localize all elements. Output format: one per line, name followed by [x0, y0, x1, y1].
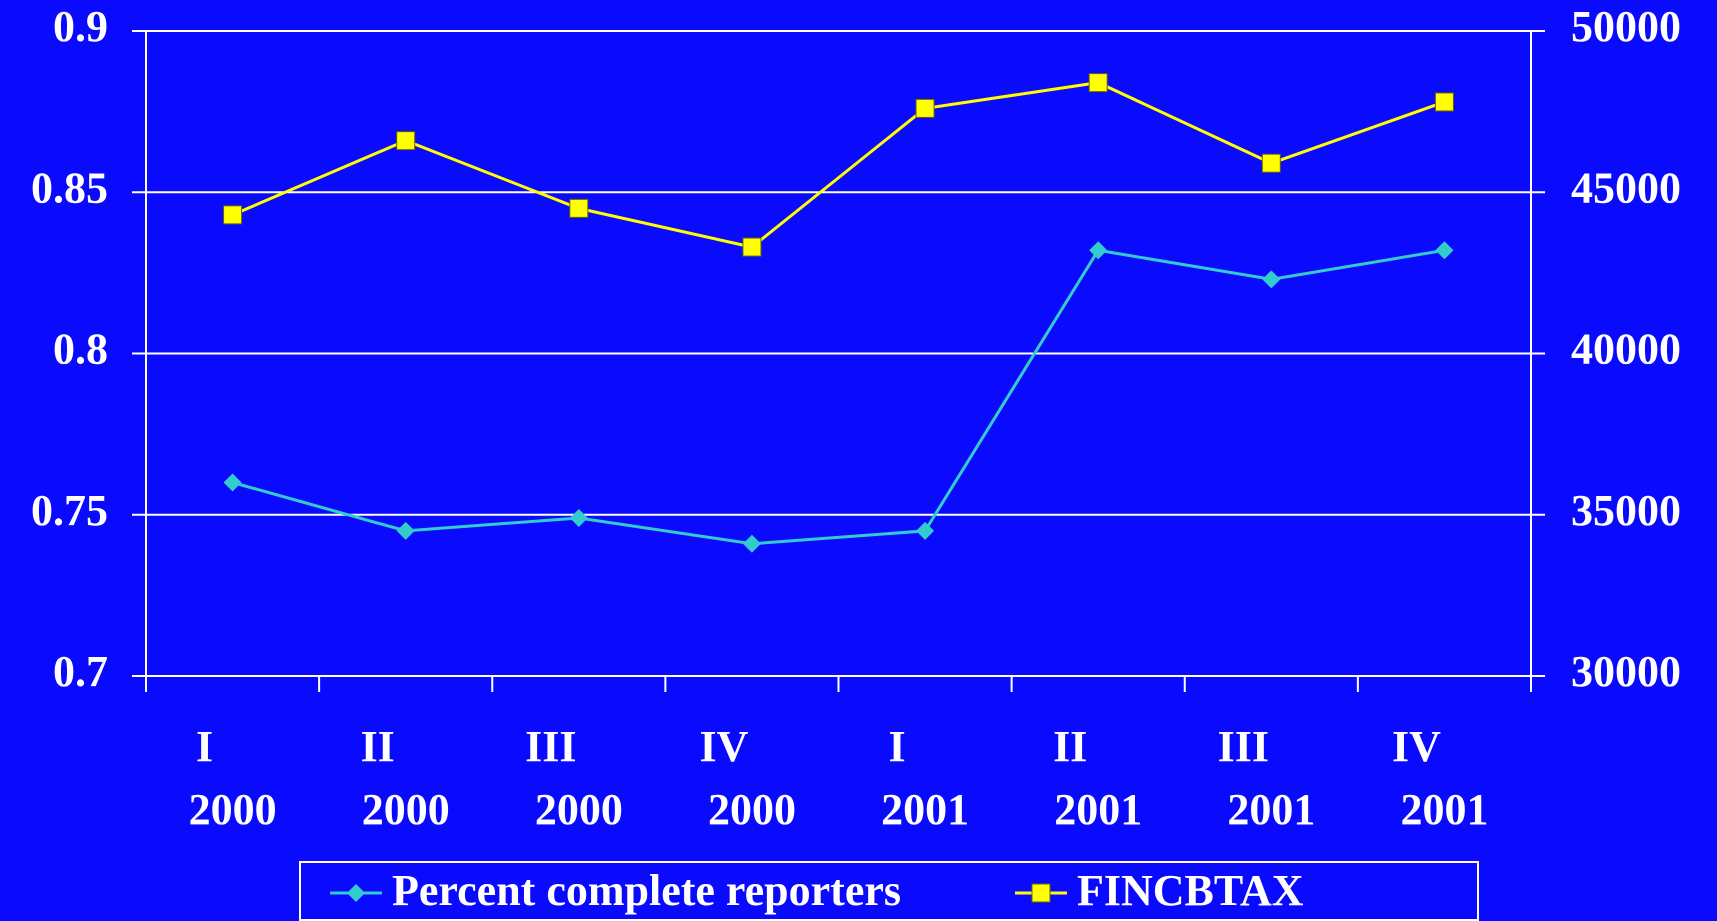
legend-box — [299, 861, 1479, 921]
x-tick-label: III — [525, 722, 576, 771]
data-point — [396, 131, 416, 151]
y-tick-label: 0.8 — [53, 325, 108, 374]
x-tick-label: I — [196, 722, 213, 771]
x-tick-label: I — [889, 722, 906, 771]
data-point — [223, 473, 242, 492]
data-point — [569, 198, 589, 218]
x-tick-label: 2001 — [1227, 785, 1315, 834]
x-tick-label: 2000 — [362, 785, 450, 834]
legend-label: FINCBTAX — [1077, 866, 1304, 915]
y2-tick-label: 50000 — [1571, 2, 1681, 51]
data-point — [1089, 241, 1108, 260]
data-point — [396, 521, 415, 540]
data-point — [1434, 92, 1454, 112]
y2-tick-label: 40000 — [1571, 325, 1681, 374]
x-tick-label: 2001 — [1054, 785, 1142, 834]
x-tick-label: 2000 — [535, 785, 623, 834]
x-tick-label: 2001 — [881, 785, 969, 834]
data-point — [742, 534, 761, 553]
y2-tick-label: 35000 — [1571, 486, 1681, 535]
y2-tick-label: 45000 — [1571, 163, 1681, 212]
y-tick-label: 0.75 — [31, 486, 108, 535]
data-point — [1261, 153, 1281, 173]
data-point — [915, 98, 935, 118]
x-tick-label: II — [1053, 722, 1087, 771]
y-tick-label: 0.7 — [53, 647, 108, 696]
legend-marker — [347, 884, 365, 902]
x-tick-label: 2001 — [1400, 785, 1488, 834]
data-point — [569, 508, 588, 527]
data-point — [223, 205, 243, 225]
series-line — [232, 248, 1445, 546]
series-line — [231, 81, 1445, 249]
data-point — [742, 237, 762, 257]
legend-marker — [1031, 883, 1051, 903]
x-tick-label: 2000 — [189, 785, 277, 834]
data-point — [1088, 73, 1108, 93]
y2-tick-label: 30000 — [1571, 647, 1681, 696]
legend-label: Percent complete reporters — [392, 866, 901, 915]
y-tick-label: 0.9 — [53, 2, 108, 51]
y-tick-label: 0.85 — [31, 163, 108, 212]
data-point — [916, 521, 935, 540]
x-tick-label: IV — [1392, 722, 1441, 771]
x-tick-label: IV — [699, 722, 748, 771]
data-point — [1435, 241, 1454, 260]
x-tick-label: III — [1218, 722, 1269, 771]
data-point — [1262, 270, 1281, 289]
x-tick-label: II — [361, 722, 395, 771]
x-tick-label: 2000 — [708, 785, 796, 834]
